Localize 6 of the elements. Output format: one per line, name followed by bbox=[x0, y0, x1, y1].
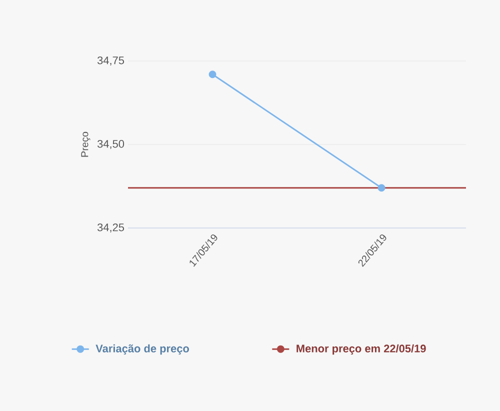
y-tick-label: 34,75 bbox=[97, 56, 124, 66]
y-tick-label: 34,25 bbox=[97, 223, 124, 233]
legend-label: Menor preço em 22/05/19 bbox=[296, 344, 426, 355]
legend-label: Variação de preço bbox=[96, 344, 189, 355]
y-axis-title: Preço bbox=[81, 132, 90, 157]
y-tick-label: 34,50 bbox=[97, 140, 124, 150]
